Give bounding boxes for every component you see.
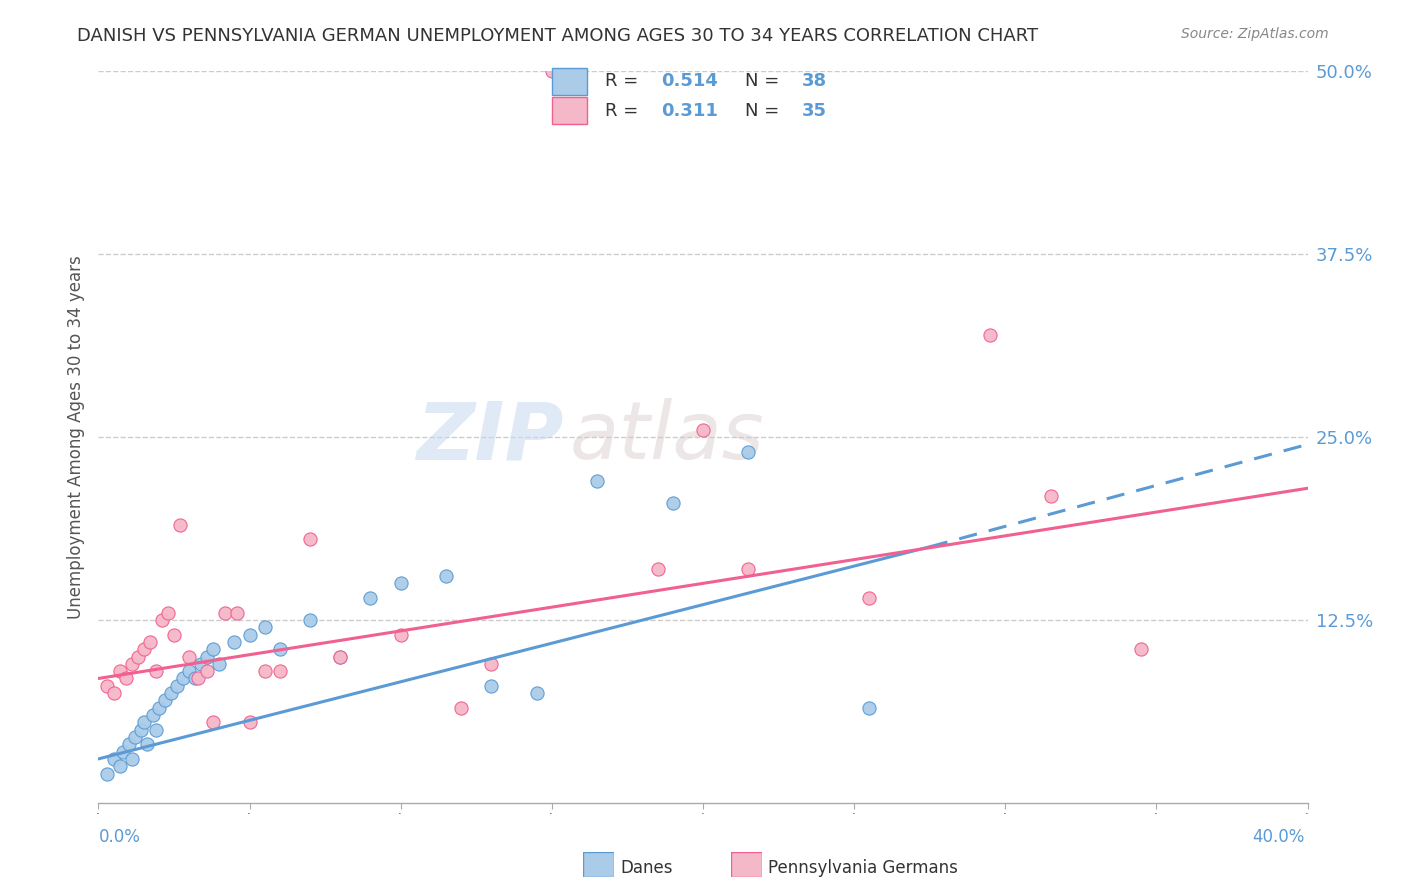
Point bbox=[389, 576, 412, 591]
Point bbox=[108, 664, 131, 678]
Point bbox=[195, 649, 218, 664]
Point bbox=[103, 752, 125, 766]
Text: ZIP: ZIP bbox=[416, 398, 564, 476]
Text: Source: ZipAtlas.com: Source: ZipAtlas.com bbox=[1181, 27, 1329, 41]
Text: R =: R = bbox=[605, 72, 644, 90]
Text: Danes: Danes bbox=[620, 859, 672, 877]
Point bbox=[163, 627, 186, 641]
Point bbox=[692, 423, 714, 437]
Point bbox=[156, 606, 179, 620]
Point bbox=[299, 533, 322, 547]
Point bbox=[96, 679, 118, 693]
Point bbox=[586, 474, 609, 488]
Text: 0.0%: 0.0% bbox=[98, 828, 141, 846]
Point bbox=[226, 606, 249, 620]
Point bbox=[389, 627, 412, 641]
Point bbox=[269, 642, 291, 657]
Point bbox=[253, 664, 276, 678]
Text: DANISH VS PENNSYLVANIA GERMAN UNEMPLOYMENT AMONG AGES 30 TO 34 YEARS CORRELATION: DANISH VS PENNSYLVANIA GERMAN UNEMPLOYME… bbox=[77, 27, 1039, 45]
Point bbox=[214, 606, 236, 620]
Point bbox=[108, 759, 131, 773]
Point bbox=[121, 657, 143, 671]
Point bbox=[179, 664, 201, 678]
Point bbox=[139, 635, 162, 649]
Y-axis label: Unemployment Among Ages 30 to 34 years: Unemployment Among Ages 30 to 34 years bbox=[66, 255, 84, 619]
Point bbox=[1039, 489, 1062, 503]
Point bbox=[434, 569, 457, 583]
Point bbox=[135, 737, 157, 751]
Point bbox=[142, 708, 165, 723]
Text: 40.0%: 40.0% bbox=[1253, 828, 1305, 846]
Point bbox=[239, 627, 262, 641]
Bar bbox=[551, 68, 588, 95]
Point bbox=[132, 715, 155, 730]
Point bbox=[124, 730, 146, 744]
Point bbox=[148, 700, 170, 714]
Point bbox=[202, 642, 225, 657]
Point bbox=[121, 752, 143, 766]
Point bbox=[1130, 642, 1153, 657]
Point bbox=[190, 657, 212, 671]
Text: N =: N = bbox=[745, 72, 785, 90]
Point bbox=[169, 517, 191, 532]
Point bbox=[179, 649, 201, 664]
Point bbox=[129, 723, 152, 737]
Text: 0.514: 0.514 bbox=[661, 72, 717, 90]
Point bbox=[329, 649, 352, 664]
Point bbox=[145, 664, 167, 678]
Point bbox=[208, 657, 231, 671]
Point bbox=[329, 649, 352, 664]
Point bbox=[647, 562, 669, 576]
Point bbox=[737, 562, 759, 576]
Point bbox=[540, 64, 562, 78]
Text: atlas: atlas bbox=[569, 398, 765, 476]
Point bbox=[202, 715, 225, 730]
Point bbox=[103, 686, 125, 700]
Point bbox=[111, 745, 134, 759]
Point bbox=[160, 686, 183, 700]
Bar bbox=[551, 97, 588, 124]
Text: 38: 38 bbox=[801, 72, 827, 90]
Text: 35: 35 bbox=[801, 102, 827, 120]
Point bbox=[661, 496, 683, 510]
Point bbox=[153, 693, 176, 707]
Point bbox=[450, 700, 472, 714]
Point bbox=[360, 591, 382, 605]
Text: N =: N = bbox=[745, 102, 785, 120]
Point bbox=[269, 664, 291, 678]
Point bbox=[858, 591, 880, 605]
Point bbox=[481, 679, 503, 693]
Point bbox=[150, 613, 173, 627]
Point bbox=[858, 700, 880, 714]
Point bbox=[172, 672, 194, 686]
Point bbox=[132, 642, 155, 657]
Point bbox=[526, 686, 548, 700]
Point bbox=[737, 444, 759, 458]
Point bbox=[979, 327, 1001, 342]
Point bbox=[224, 635, 246, 649]
Point bbox=[96, 766, 118, 780]
Point bbox=[195, 664, 218, 678]
Point bbox=[299, 613, 322, 627]
Text: 0.311: 0.311 bbox=[661, 102, 717, 120]
Point bbox=[184, 672, 207, 686]
Text: Pennsylvania Germans: Pennsylvania Germans bbox=[768, 859, 957, 877]
Text: R =: R = bbox=[605, 102, 644, 120]
Point bbox=[114, 672, 136, 686]
Point bbox=[187, 672, 209, 686]
Point bbox=[481, 657, 503, 671]
Point bbox=[118, 737, 141, 751]
Point bbox=[127, 649, 149, 664]
Point bbox=[253, 620, 276, 634]
Point bbox=[239, 715, 262, 730]
Point bbox=[145, 723, 167, 737]
Point bbox=[166, 679, 188, 693]
